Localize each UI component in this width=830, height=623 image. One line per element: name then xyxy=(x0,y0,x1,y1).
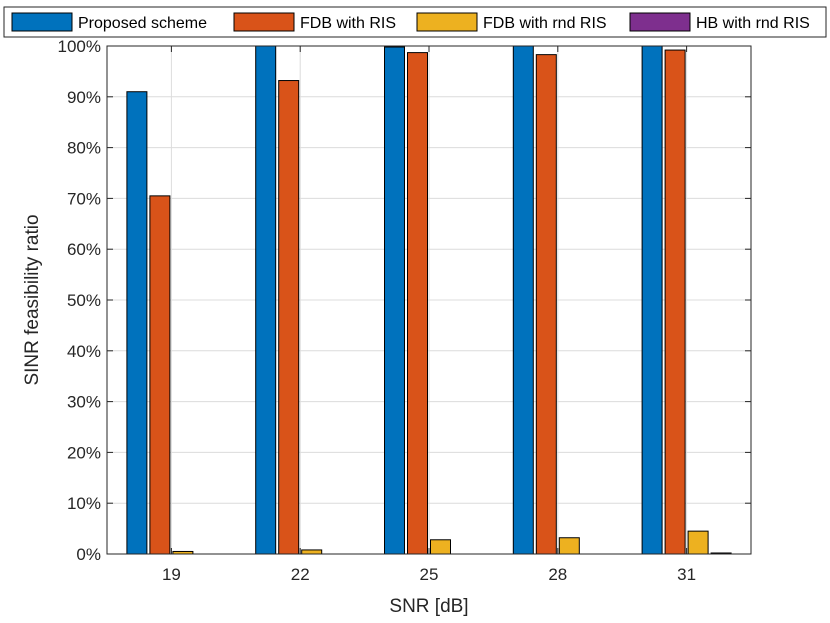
legend-label-fdb-with-rnd-ris: FDB with rnd RIS xyxy=(483,15,607,32)
legend-label-fdb-with-ris: FDB with RIS xyxy=(300,15,396,32)
y-tick-label: 40% xyxy=(67,342,101,361)
bar-fdb-with-rnd-ris-22 xyxy=(301,549,323,555)
bar-proposed-scheme-19 xyxy=(126,91,148,555)
y-tick-label: 30% xyxy=(67,393,101,412)
bar-proposed-scheme-31 xyxy=(641,45,663,555)
bar-fdb-with-rnd-ris-31 xyxy=(687,530,709,555)
legend-label-hb-with-rnd-ris: HB with rnd RIS xyxy=(696,15,810,32)
bar-proposed-scheme-25 xyxy=(384,46,405,555)
y-tick-label: 80% xyxy=(67,139,101,158)
legend-swatch-fdb-with-rnd-ris xyxy=(416,12,478,32)
y-tick-label: 10% xyxy=(67,494,101,513)
legend-swatch-hb-with-rnd-ris xyxy=(629,12,691,32)
legend-entry-hb-with-rnd-ris: HB with rnd RIS xyxy=(629,12,810,32)
bar-fdb-with-ris-25 xyxy=(407,52,428,555)
bar-fdb-with-ris-22 xyxy=(278,80,300,555)
bar-fdb-with-ris-28 xyxy=(535,54,557,555)
x-axis-ticks: 19 22 25 28 31 xyxy=(162,46,696,584)
bar-proposed-scheme-22 xyxy=(255,45,277,555)
legend-label-proposed-scheme: Proposed scheme xyxy=(78,15,207,32)
y-tick-label: 0% xyxy=(76,545,101,564)
x-tick-label: 28 xyxy=(548,565,567,584)
x-tick-label: 25 xyxy=(420,565,439,584)
bar-proposed-scheme-28 xyxy=(512,45,534,555)
y-tick-label: 100% xyxy=(58,37,101,56)
y-axis-ticks: 0% 10% 20% 30% 40% 50% 60% 70% 80% 90% 100% xyxy=(58,37,751,564)
x-tick-label: 19 xyxy=(162,565,181,584)
legend-entry-fdb-with-rnd-ris: FDB with rnd RIS xyxy=(416,12,607,32)
legend-swatch-fdb-with-ris xyxy=(233,12,295,32)
y-tick-label: 60% xyxy=(67,240,101,259)
y-tick-label: 90% xyxy=(67,88,101,107)
x-axis-title: SNR [dB] xyxy=(389,596,468,617)
y-tick-label: 50% xyxy=(67,291,101,310)
bar-fdb-with-ris-31 xyxy=(664,49,686,555)
legend-entry-proposed-scheme: Proposed scheme xyxy=(11,12,207,32)
legend-swatch-proposed-scheme xyxy=(11,12,73,32)
y-tick-label: 20% xyxy=(67,443,101,462)
y-tick-label: 70% xyxy=(67,189,101,208)
bar-fdb-with-rnd-ris-25 xyxy=(430,539,451,555)
legend-entry-fdb-with-ris: FDB with RIS xyxy=(233,12,396,32)
y-axis-title: SINR feasibility ratio xyxy=(22,214,43,385)
x-tick-label: 31 xyxy=(677,565,696,584)
bar-fdb-with-rnd-ris-28 xyxy=(558,537,580,555)
bar-fdb-with-ris-19 xyxy=(149,195,171,555)
x-tick-label: 22 xyxy=(291,565,310,584)
legend: Proposed scheme FDB with RIS FDB with rn… xyxy=(3,6,827,38)
